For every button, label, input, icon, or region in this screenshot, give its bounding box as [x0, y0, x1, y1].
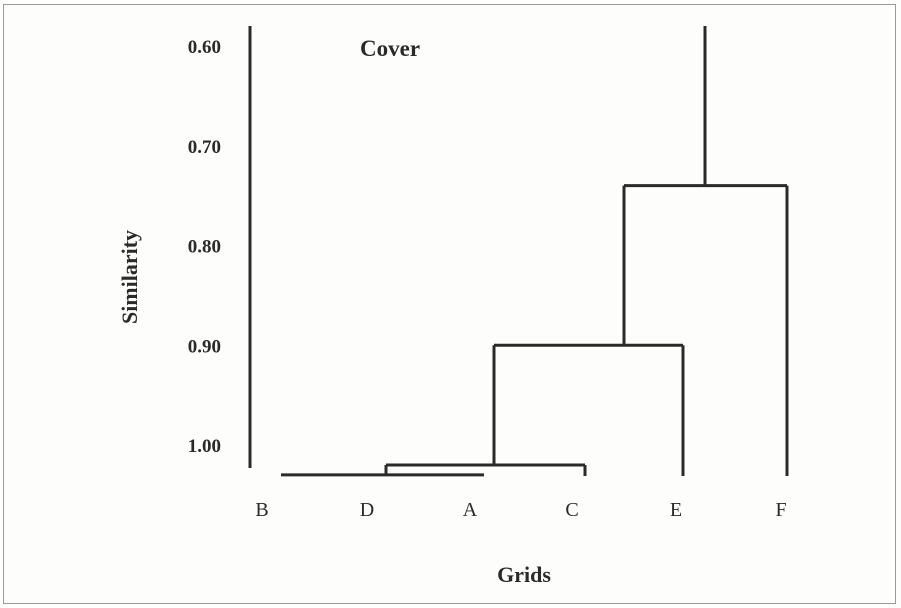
leaf-label-d: D: [360, 499, 374, 521]
y-tick-label: 1.00: [188, 436, 221, 457]
chart-title: Cover: [360, 36, 420, 61]
x-axis-label: Grids: [497, 562, 551, 587]
y-tick-label: 0.70: [188, 137, 221, 158]
dendrogram-links: [248, 26, 789, 477]
y-axis-label: Similarity: [117, 230, 142, 324]
leaf-label-a: A: [463, 499, 478, 521]
leaf-labels: B D A C E F: [255, 499, 786, 521]
y-tick-labels: 0.60 0.70 0.80 0.90 1.00: [188, 37, 221, 457]
y-tick-label: 0.90: [188, 336, 221, 357]
leaf-label-b: B: [255, 499, 268, 521]
y-tick-label: 0.80: [188, 237, 221, 258]
y-tick-label: 0.60: [188, 37, 221, 58]
leaf-label-c: C: [565, 499, 578, 521]
leaf-label-f: F: [775, 499, 786, 521]
leaf-label-e: E: [670, 499, 682, 521]
chart-frame: [3, 4, 896, 604]
